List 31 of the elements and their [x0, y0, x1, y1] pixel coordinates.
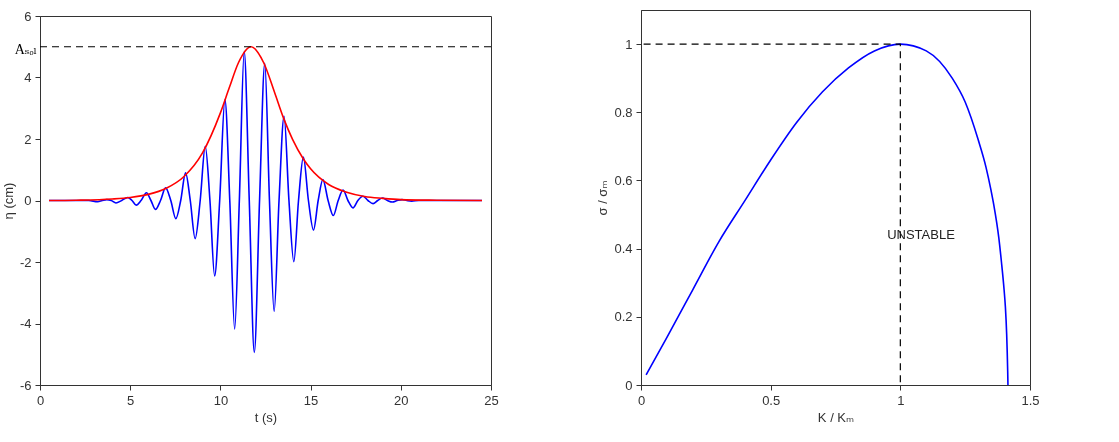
y-tick-label: 0.8: [614, 104, 633, 120]
x-tick-label: 20: [394, 392, 409, 408]
x-tick-label: 0.5: [762, 392, 781, 408]
x-axis-title: t (s): [254, 409, 278, 425]
y-tick-label: 0: [24, 193, 32, 208]
y-tick-label: 0.2: [614, 309, 633, 325]
x-tick-label: 0: [36, 392, 45, 408]
y-tick-label: 6: [24, 8, 32, 24]
x-tick-label: 1.5: [1021, 392, 1040, 408]
y-tick-label: 4: [24, 70, 32, 85]
x-axis-title: K / Kₘ: [817, 409, 855, 425]
x-tick-label: 10: [213, 392, 229, 408]
y-tick-label: -2: [19, 254, 32, 270]
y-tick-label: -6: [19, 377, 32, 393]
y-tick-label: 0.6: [614, 172, 633, 188]
x-tick-label: 5: [127, 392, 135, 408]
y-tick-label: 0.4: [614, 241, 633, 257]
y-tick-label: 1: [625, 36, 633, 52]
y-tick-label: 2: [24, 131, 32, 147]
y-axis-title: σ / σₘ: [595, 180, 611, 216]
line-series: [48, 45, 483, 202]
y-tick-label: -4: [19, 316, 32, 331]
annotation: UNSTABLE: [887, 227, 956, 242]
ref-line-label: Aₛₒₗ: [14, 41, 37, 57]
line-series: [645, 43, 1009, 385]
y-axis-title: η (cm): [0, 182, 16, 220]
x-tick-label: 25: [484, 392, 499, 408]
x-tick-label: 1: [897, 392, 905, 408]
y-tick-label: 0: [625, 377, 633, 393]
x-tick-label: 15: [303, 392, 319, 408]
x-tick-label: 0: [637, 392, 646, 408]
